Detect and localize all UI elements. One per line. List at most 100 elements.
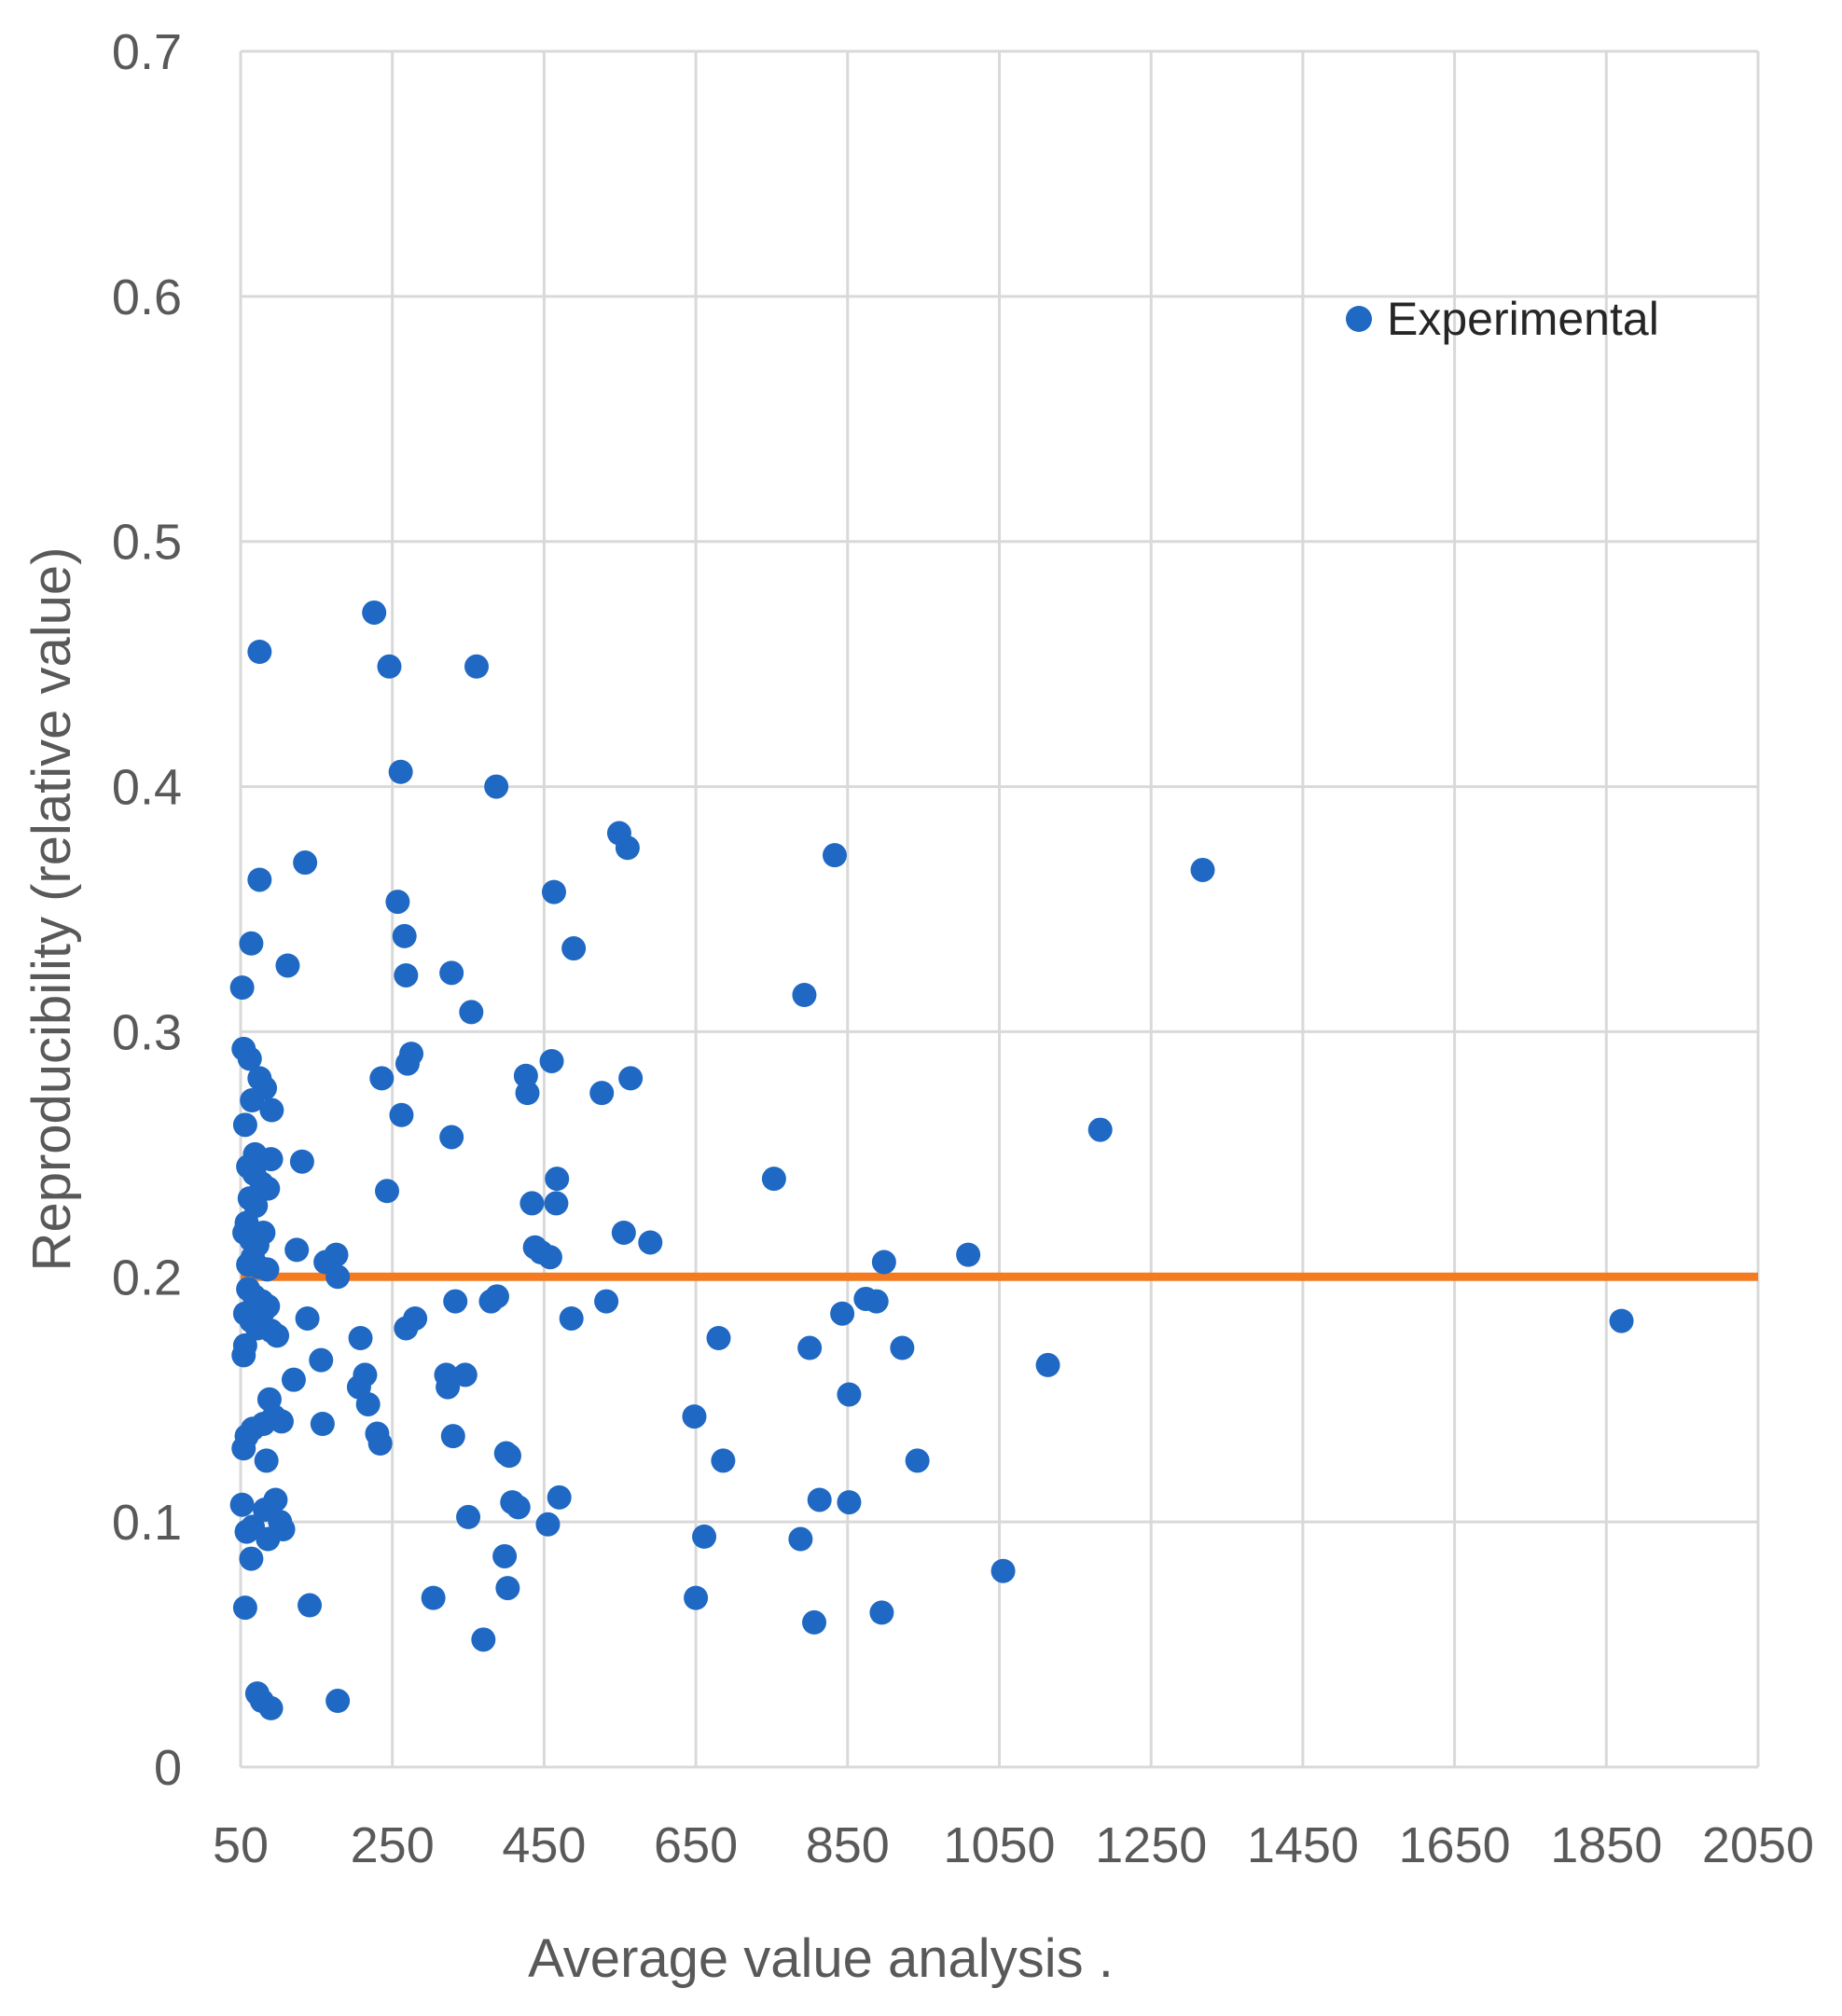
data-point — [495, 1576, 520, 1601]
x-tick-label: 1850 — [1550, 1817, 1662, 1873]
data-point — [258, 1695, 284, 1720]
data-point — [239, 1546, 264, 1571]
data-point — [684, 1585, 709, 1610]
data-point — [325, 1689, 351, 1714]
data-point — [295, 1305, 320, 1331]
data-point — [310, 1412, 335, 1436]
data-point — [232, 1595, 257, 1621]
data-point — [229, 975, 255, 1001]
data-point — [388, 759, 413, 784]
data-point — [1190, 857, 1215, 882]
y-axis-tick-labels: 0 0.1 0.2 0.3 0.4 0.5 0.6 0.7 — [112, 24, 182, 1796]
data-point — [837, 1382, 862, 1407]
data-point — [369, 1066, 395, 1091]
legend: Experimental — [1346, 293, 1659, 345]
data-point — [464, 654, 489, 679]
data-point — [440, 1424, 465, 1449]
data-point — [355, 1391, 381, 1416]
data-point — [802, 1609, 827, 1635]
data-point — [284, 1237, 310, 1263]
data-point — [289, 1149, 314, 1174]
data-point — [247, 867, 272, 892]
data-point — [471, 1627, 496, 1652]
data-point — [871, 1250, 896, 1275]
legend-label-experimental: Experimental — [1387, 293, 1659, 345]
data-point — [706, 1326, 731, 1350]
data-point — [394, 962, 419, 987]
data-point — [237, 1046, 262, 1071]
data-point — [611, 1220, 636, 1245]
data-point — [348, 1326, 373, 1350]
data-point — [807, 1487, 832, 1512]
data-point — [869, 1600, 894, 1625]
data-point — [537, 1245, 562, 1270]
data-point — [232, 1332, 257, 1358]
x-tick-label: 2050 — [1702, 1817, 1814, 1873]
data-point — [269, 1409, 294, 1434]
data-point — [797, 1335, 823, 1360]
data-point — [484, 774, 509, 799]
data-point — [375, 1179, 400, 1204]
data-point — [890, 1335, 915, 1360]
data-point — [692, 1524, 717, 1549]
data-point — [830, 1301, 855, 1326]
y-tick-label: 0 — [154, 1740, 182, 1796]
data-point — [559, 1305, 584, 1331]
data-point — [484, 1284, 509, 1309]
data-point — [309, 1347, 334, 1373]
x-tick-label: 850 — [806, 1817, 890, 1873]
legend-marker-experimental — [1346, 306, 1372, 332]
data-point — [256, 1526, 281, 1552]
data-point — [392, 923, 417, 948]
data-point — [256, 1176, 281, 1201]
data-point — [535, 1512, 561, 1537]
gridlines — [239, 49, 1760, 1769]
data-point — [367, 1431, 393, 1457]
x-tick-label: 650 — [654, 1817, 738, 1873]
data-point — [956, 1242, 981, 1267]
data-point — [239, 931, 264, 956]
x-tick-label: 50 — [213, 1817, 269, 1873]
data-point — [240, 1088, 265, 1113]
data-point — [439, 960, 464, 986]
data-point — [258, 1147, 284, 1172]
data-point — [259, 1098, 284, 1123]
y-tick-label: 0.2 — [112, 1250, 182, 1305]
data-point — [263, 1487, 288, 1512]
data-point — [990, 1558, 1016, 1583]
x-tick-label: 1450 — [1247, 1817, 1359, 1873]
data-point — [459, 1000, 484, 1025]
y-tick-label: 0.3 — [112, 1004, 182, 1060]
x-tick-label: 1050 — [943, 1817, 1055, 1873]
data-point — [638, 1230, 663, 1255]
data-point — [547, 1484, 572, 1510]
data-point — [561, 936, 587, 961]
data-point — [403, 1305, 428, 1331]
data-point — [589, 1081, 615, 1106]
y-tick-label: 0.6 — [112, 269, 182, 325]
data-point — [594, 1289, 619, 1314]
data-point — [519, 1191, 545, 1216]
data-point — [439, 1125, 464, 1150]
data-point — [506, 1495, 531, 1520]
data-point — [389, 1102, 414, 1127]
data-point — [545, 1167, 570, 1192]
data-point — [788, 1526, 813, 1552]
data-point — [436, 1374, 461, 1400]
x-tick-label: 250 — [351, 1817, 435, 1873]
data-point — [247, 640, 272, 664]
data-point — [492, 1543, 518, 1568]
data-point — [229, 1492, 255, 1517]
data-point — [905, 1448, 930, 1473]
data-point — [377, 654, 402, 679]
y-tick-label: 0.7 — [112, 24, 182, 80]
data-point — [281, 1367, 306, 1392]
x-tick-label: 450 — [502, 1817, 586, 1873]
data-point — [1035, 1352, 1060, 1377]
x-axis-title: Average value analysis . — [528, 1928, 1114, 1989]
x-tick-label: 1250 — [1095, 1817, 1207, 1873]
data-point — [792, 983, 817, 1007]
